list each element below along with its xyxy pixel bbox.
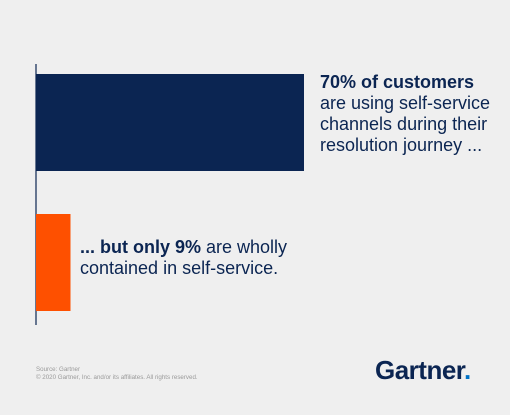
footer: Source: Gartner © 2020 Gartner, Inc. and… [36, 366, 198, 382]
bar-1 [36, 74, 304, 171]
logo-text: Gartner [375, 355, 465, 385]
logo-dot: . [464, 355, 471, 385]
annotation-1: 70% of customers are using self-service … [320, 72, 505, 156]
bar-2 [36, 214, 71, 311]
annotation-1-text: are using self-service channels during t… [320, 93, 491, 155]
annotation-2-text: are wholly contained in self-service. [80, 237, 288, 278]
gartner-logo: Gartner. [375, 355, 471, 386]
annotation-1-bold: 70% of customers [320, 72, 475, 92]
source-text: Source: Gartner [36, 366, 81, 373]
annotation-2-bold: ... but only 9% [80, 237, 202, 257]
annotation-2: ... but only 9% are wholly contained in … [80, 237, 300, 279]
copyright-text: © 2020 Gartner, Inc. and/or its affiliat… [36, 374, 198, 381]
